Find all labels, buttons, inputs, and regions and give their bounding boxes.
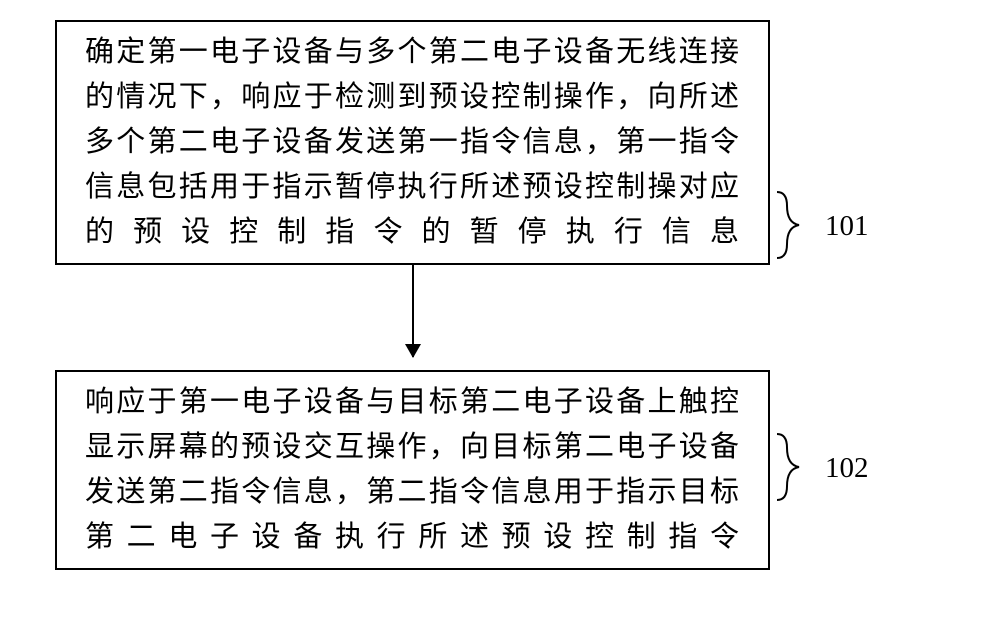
flow-step-1-text: 确定第一电子设备与多个第二电子设备无线连接的情况下，响应于检测到预设控制操作，向… xyxy=(85,30,740,255)
step-label-101: 101 xyxy=(825,210,869,243)
flow-step-2-text: 响应于第一电子设备与目标第二电子设备上触控显示屏幕的预设交互操作，向目标第二电子… xyxy=(85,380,740,560)
flow-step-2: 响应于第一电子设备与目标第二电子设备上触控显示屏幕的预设交互操作，向目标第二电子… xyxy=(55,370,770,570)
arrow-down xyxy=(412,265,414,357)
brace-1 xyxy=(775,190,805,260)
step-label-102: 102 xyxy=(825,452,869,485)
brace-2 xyxy=(775,432,805,502)
flow-step-1: 确定第一电子设备与多个第二电子设备无线连接的情况下，响应于检测到预设控制操作，向… xyxy=(55,20,770,265)
